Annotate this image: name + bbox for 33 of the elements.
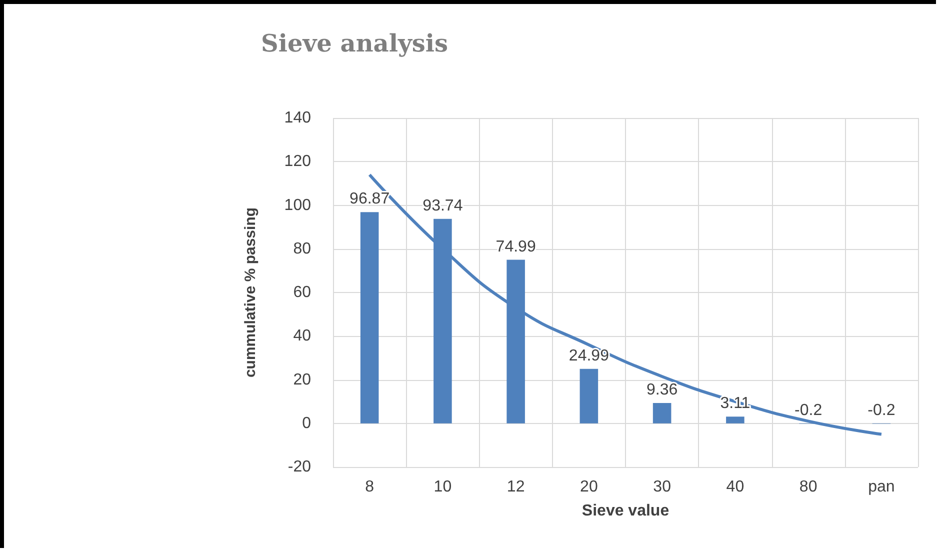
- data-label: 9.36: [646, 381, 678, 398]
- data-label: 24.99: [568, 347, 610, 364]
- y-tick-label: 140: [284, 110, 312, 126]
- y-tick-label: 40: [293, 328, 312, 345]
- data-label: -0.2: [868, 402, 896, 419]
- bar: [506, 260, 525, 424]
- data-label: 74.99: [496, 238, 536, 256]
- y-tick-label: -20: [288, 458, 312, 476]
- bar: [652, 402, 672, 424]
- bar: [360, 212, 379, 424]
- y-tick-label: 0: [302, 414, 312, 432]
- bar: [580, 368, 598, 424]
- x-tick-label: 20: [580, 478, 598, 496]
- bar: [434, 218, 452, 424]
- x-axis-title: Sieve value: [582, 502, 670, 520]
- data-label: 93.74: [422, 197, 463, 214]
- y-tick-label: 120: [284, 153, 312, 170]
- x-tick-label: 8: [365, 478, 374, 496]
- data-label: -0.2: [794, 402, 822, 419]
- y-axis-title: cummulative % passing: [242, 207, 259, 378]
- x-tick-label: pan: [868, 478, 895, 496]
- y-tick-label: 80: [293, 240, 312, 258]
- x-tick-label: 80: [799, 478, 818, 496]
- bar: [726, 416, 744, 424]
- data-label: 96.87: [350, 190, 390, 208]
- x-tick-label: 10: [434, 478, 452, 496]
- x-tick-label: 12: [506, 478, 525, 496]
- y-tick-label: 100: [284, 196, 312, 214]
- x-tick-label: 30: [653, 478, 672, 496]
- y-tick-label: 60: [293, 284, 312, 301]
- y-tick-label: 20: [293, 371, 312, 388]
- chart-title: Sieve analysis: [261, 28, 448, 58]
- x-tick-label: 40: [726, 478, 744, 496]
